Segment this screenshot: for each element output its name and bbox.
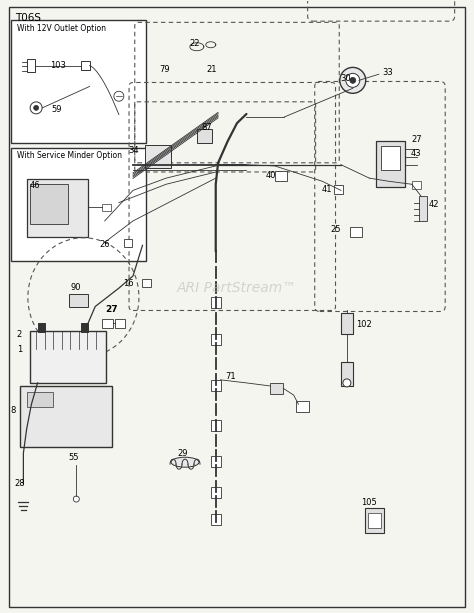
Text: 71: 71 (225, 372, 236, 381)
Circle shape (343, 379, 351, 387)
Bar (381, 147, 400, 170)
Circle shape (340, 67, 366, 93)
Text: 90: 90 (71, 283, 81, 292)
Bar (341, 362, 353, 386)
Text: 22: 22 (190, 39, 200, 48)
Bar (211, 297, 221, 308)
Bar (27, 392, 53, 408)
Bar (275, 171, 287, 181)
Circle shape (346, 74, 360, 87)
Text: 43: 43 (411, 149, 421, 158)
Bar (27, 180, 88, 237)
Text: 30: 30 (340, 74, 350, 83)
Text: 34: 34 (128, 146, 139, 155)
Text: 28: 28 (14, 479, 25, 488)
Text: 41: 41 (322, 186, 333, 194)
Bar (81, 323, 88, 332)
Bar (211, 419, 221, 430)
Bar (368, 513, 381, 528)
Bar (365, 508, 384, 533)
Bar (334, 186, 343, 194)
Circle shape (30, 102, 42, 114)
Bar (27, 59, 35, 72)
Text: 87: 87 (201, 123, 212, 132)
Ellipse shape (171, 457, 199, 467)
Bar (37, 323, 45, 332)
Text: 27: 27 (411, 135, 421, 145)
Text: 79: 79 (159, 65, 170, 74)
Circle shape (114, 91, 124, 101)
Text: 21: 21 (206, 65, 217, 74)
Bar (115, 319, 126, 328)
Text: With 12V Outlet Option: With 12V Outlet Option (17, 24, 106, 33)
Bar (211, 456, 221, 467)
Bar (30, 331, 106, 383)
Bar (412, 181, 421, 189)
Text: 27: 27 (106, 305, 118, 314)
Bar (19, 386, 112, 447)
Bar (102, 204, 111, 211)
Text: 102: 102 (356, 321, 372, 329)
Text: 59: 59 (52, 105, 62, 114)
Bar (211, 380, 221, 391)
Text: ARI PartStream™: ARI PartStream™ (177, 281, 297, 295)
Text: 16: 16 (123, 279, 134, 287)
Text: 8: 8 (10, 406, 16, 415)
Bar (341, 313, 353, 334)
Bar (11, 20, 146, 143)
Text: 26: 26 (100, 240, 110, 249)
Text: 103: 103 (50, 61, 66, 69)
Bar (211, 334, 221, 345)
Bar (211, 514, 221, 525)
Bar (69, 294, 88, 306)
Text: 2: 2 (17, 330, 22, 338)
Text: T06S: T06S (15, 13, 41, 23)
Bar (124, 239, 132, 246)
Bar (296, 402, 310, 412)
Bar (419, 197, 428, 221)
Circle shape (350, 77, 356, 83)
Text: 105: 105 (361, 498, 376, 507)
Circle shape (34, 105, 39, 110)
Text: 25: 25 (330, 225, 341, 234)
Bar (350, 227, 362, 237)
Bar (197, 129, 212, 143)
Text: 1: 1 (17, 345, 22, 354)
Text: 46: 46 (30, 181, 41, 189)
Text: 55: 55 (69, 454, 79, 462)
Text: With Service Minder Option: With Service Minder Option (17, 151, 122, 160)
Bar (30, 185, 68, 224)
Bar (143, 279, 151, 287)
Text: 42: 42 (428, 200, 439, 208)
Bar (270, 383, 283, 394)
Bar (211, 487, 221, 498)
Bar (145, 145, 171, 168)
Circle shape (73, 496, 79, 502)
Text: 29: 29 (177, 449, 188, 458)
Text: 40: 40 (265, 171, 276, 180)
Bar (376, 142, 405, 188)
Bar (102, 319, 113, 328)
Bar (11, 148, 146, 261)
Text: 33: 33 (383, 68, 393, 77)
Bar (81, 61, 90, 70)
